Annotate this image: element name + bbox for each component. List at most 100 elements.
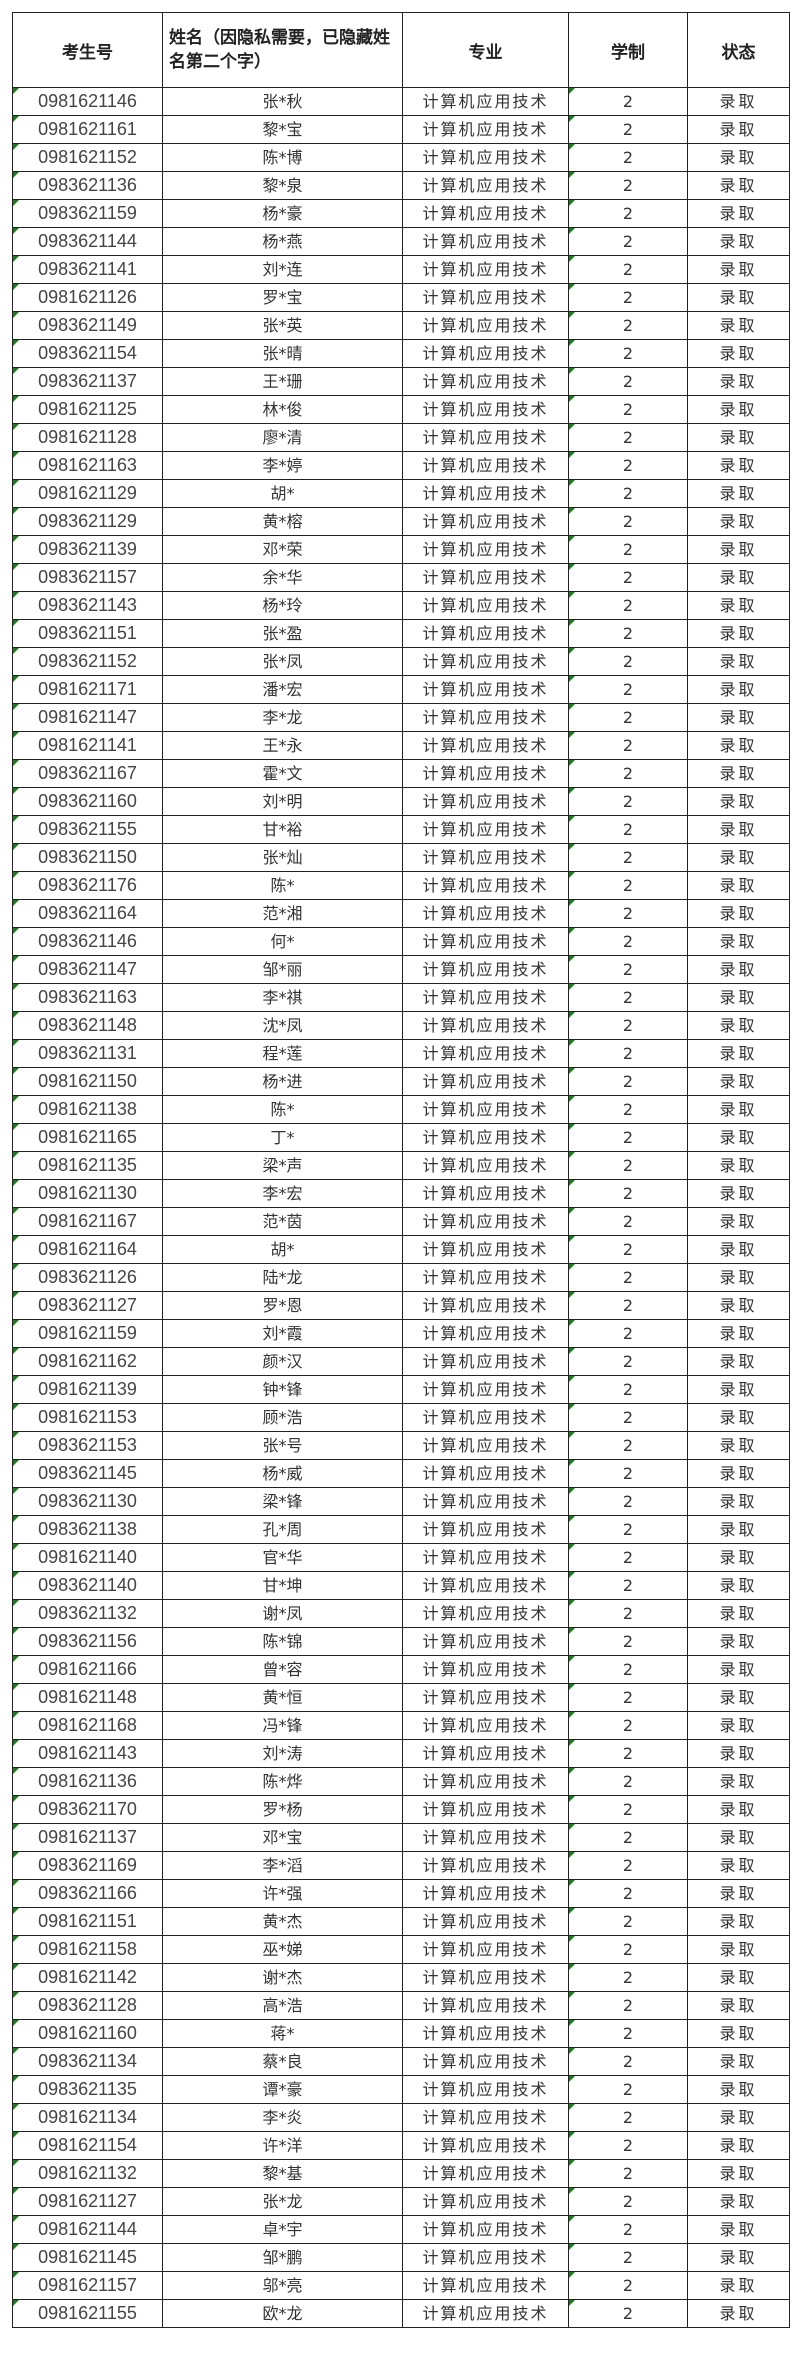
status-cell: 录取 (687, 1599, 790, 1628)
exam-id-cell: 0983621160 (12, 787, 163, 816)
duration-cell: 2 (568, 507, 688, 536)
table-row: 0983621151 张*盈 计算机应用技术 2 录取 (12, 619, 790, 648)
name-cell: 高*浩 (162, 1991, 403, 2020)
status-cell: 录取 (687, 1039, 790, 1068)
status-cell: 录取 (687, 1291, 790, 1320)
duration-cell: 2 (568, 759, 688, 788)
major-cell: 计算机应用技术 (402, 1347, 569, 1376)
exam-id-cell: 0983621166 (12, 1879, 163, 1908)
status-cell: 录取 (687, 1179, 790, 1208)
major-cell: 计算机应用技术 (402, 1487, 569, 1516)
name-cell: 黎*宝 (162, 115, 403, 144)
major-cell: 计算机应用技术 (402, 2103, 569, 2132)
status-cell: 录取 (687, 1543, 790, 1572)
status-cell: 录取 (687, 451, 790, 480)
name-cell: 蔡*良 (162, 2047, 403, 2076)
status-cell: 录取 (687, 171, 790, 200)
exam-id-cell: 0981621165 (12, 1123, 163, 1152)
name-cell: 李*婷 (162, 451, 403, 480)
table-row: 0983621154 张*晴 计算机应用技术 2 录取 (12, 339, 790, 368)
duration-cell: 2 (568, 1599, 688, 1628)
duration-cell: 2 (568, 1459, 688, 1488)
exam-id-cell: 0983621145 (12, 1459, 163, 1488)
duration-cell: 2 (568, 2187, 688, 2216)
duration-cell: 2 (568, 1935, 688, 1964)
duration-cell: 2 (568, 283, 688, 312)
name-cell: 杨*豪 (162, 199, 403, 228)
name-cell: 张*秋 (162, 87, 403, 116)
duration-cell: 2 (568, 2299, 688, 2328)
status-cell: 录取 (687, 479, 790, 508)
name-cell: 丁* (162, 1123, 403, 1152)
duration-cell: 2 (568, 1823, 688, 1852)
exam-id-cell: 0981621134 (12, 2103, 163, 2132)
major-cell: 计算机应用技术 (402, 787, 569, 816)
exam-id-cell: 0981621141 (12, 731, 163, 760)
duration-cell: 2 (568, 2103, 688, 2132)
exam-id-cell: 0983621156 (12, 1627, 163, 1656)
major-cell: 计算机应用技术 (402, 1655, 569, 1684)
status-cell: 录取 (687, 1907, 790, 1936)
exam-id-cell: 0983621126 (12, 1263, 163, 1292)
name-cell: 杨*进 (162, 1067, 403, 1096)
major-cell: 计算机应用技术 (402, 1403, 569, 1432)
status-cell: 录取 (687, 2019, 790, 2048)
status-cell: 录取 (687, 1263, 790, 1292)
major-cell: 计算机应用技术 (402, 1851, 569, 1880)
major-cell: 计算机应用技术 (402, 2019, 569, 2048)
name-cell: 邹*丽 (162, 955, 403, 984)
name-cell: 甘*坤 (162, 1571, 403, 1600)
status-cell: 录取 (687, 1487, 790, 1516)
header-major: 专业 (402, 12, 569, 88)
duration-cell: 2 (568, 1291, 688, 1320)
duration-cell: 2 (568, 1431, 688, 1460)
name-cell: 范*茵 (162, 1207, 403, 1236)
table-row: 0981621125 林*俊 计算机应用技术 2 录取 (12, 395, 790, 424)
header-duration: 学制 (568, 12, 688, 88)
status-cell: 录取 (687, 1767, 790, 1796)
duration-cell: 2 (568, 2019, 688, 2048)
table-row: 0983621145 杨*威 计算机应用技术 2 录取 (12, 1459, 790, 1488)
name-cell: 巫*娣 (162, 1935, 403, 1964)
duration-cell: 2 (568, 871, 688, 900)
major-cell: 计算机应用技术 (402, 2159, 569, 2188)
major-cell: 计算机应用技术 (402, 1095, 569, 1124)
duration-cell: 2 (568, 227, 688, 256)
table-row: 0981621154 许*洋 计算机应用技术 2 录取 (12, 2131, 790, 2160)
name-cell: 杨*燕 (162, 227, 403, 256)
table-row: 0983621137 王*珊 计算机应用技术 2 录取 (12, 367, 790, 396)
header-exam-id: 考生号 (12, 12, 163, 88)
table-row: 0981621150 杨*进 计算机应用技术 2 录取 (12, 1067, 790, 1096)
exam-id-cell: 0983621132 (12, 1599, 163, 1628)
exam-id-cell: 0981621128 (12, 423, 163, 452)
major-cell: 计算机应用技术 (402, 1459, 569, 1488)
table-row: 0981621146 张*秋 计算机应用技术 2 录取 (12, 87, 790, 116)
name-cell: 陈*锦 (162, 1627, 403, 1656)
exam-id-cell: 0983621157 (12, 563, 163, 592)
major-cell: 计算机应用技术 (402, 255, 569, 284)
major-cell: 计算机应用技术 (402, 2299, 569, 2328)
header-name: 姓名（因隐私需要，已隐藏姓名第二个字） (162, 12, 403, 88)
status-cell: 录取 (687, 507, 790, 536)
duration-cell: 2 (568, 927, 688, 956)
table-row: 0981621137 邓*宝 计算机应用技术 2 录取 (12, 1823, 790, 1852)
exam-id-cell: 0983621128 (12, 1991, 163, 2020)
status-cell: 录取 (687, 1711, 790, 1740)
name-cell: 胡* (162, 479, 403, 508)
status-cell: 录取 (687, 339, 790, 368)
status-cell: 录取 (687, 2131, 790, 2160)
status-cell: 录取 (687, 1515, 790, 1544)
major-cell: 计算机应用技术 (402, 451, 569, 480)
name-cell: 胡* (162, 1235, 403, 1264)
major-cell: 计算机应用技术 (402, 2215, 569, 2244)
duration-cell: 2 (568, 2215, 688, 2244)
table-row: 0981621145 邹*鹏 计算机应用技术 2 录取 (12, 2243, 790, 2272)
major-cell: 计算机应用技术 (402, 619, 569, 648)
name-cell: 李*祺 (162, 983, 403, 1012)
major-cell: 计算机应用技术 (402, 1431, 569, 1460)
duration-cell: 2 (568, 1767, 688, 1796)
table-body: 0981621146 张*秋 计算机应用技术 2 录取 0981621161 黎*宝 计算机应… (12, 87, 790, 2328)
table-row: 0981621153 顾*浩 计算机应用技术 2 录取 (12, 1403, 790, 1432)
major-cell: 计算机应用技术 (402, 423, 569, 452)
table-row: 0983621155 甘*裕 计算机应用技术 2 录取 (12, 815, 790, 844)
